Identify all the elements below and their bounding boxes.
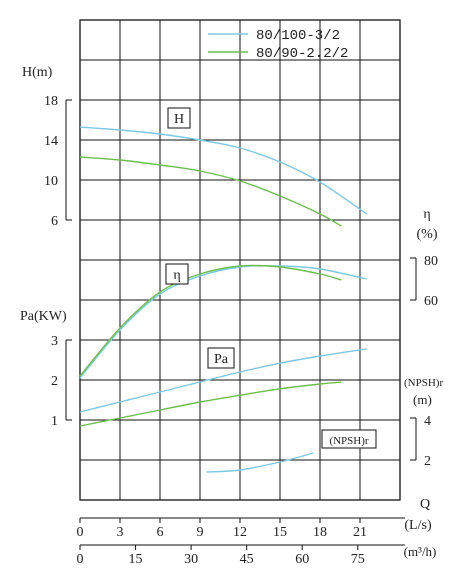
power-tick-label: 1 [51, 414, 58, 429]
series-line-efficiency [79, 264, 342, 377]
efficiency-curve-label-box [165, 263, 189, 285]
efficiency-curve-label: η [173, 268, 180, 283]
efficiency-axis-unit: (%) [417, 227, 438, 242]
efficiency-tick-label: 60 [424, 294, 438, 309]
flow-ls-tick-label: 3 [117, 525, 124, 540]
legend-entry-label: 80/100-3/2 [256, 28, 340, 44]
power-curve-label: Pa [214, 352, 229, 367]
series-line-head [79, 156, 342, 227]
flow-m3h-tick-label: 30 [184, 552, 198, 567]
flow-axis-symbol: Q [420, 497, 430, 512]
chart-labels: Hη Pa (NPSH)r [165, 107, 377, 449]
series-line-power [79, 348, 367, 413]
power-curve-label-box [207, 347, 235, 369]
flow-ls-tick-label: 0 [77, 525, 84, 540]
flow-ls-tick-label: 15 [273, 525, 287, 540]
head-curve-label-box [167, 107, 191, 129]
head-tick-label: 14 [44, 134, 58, 149]
efficiency-tick-label: 80 [424, 254, 438, 269]
npsh-curve-label: (NPSH)r [329, 435, 368, 447]
flow-ls-tick-label: 18 [313, 525, 327, 540]
flow-m3h-tick-label: 0 [77, 552, 84, 567]
chart-curves [79, 126, 368, 473]
npsh-curve-label-box [321, 429, 377, 449]
head-tick-label: 6 [51, 214, 58, 229]
head-axis-title: H(m) [22, 65, 53, 80]
series-line-npsh [206, 452, 314, 473]
series-line-power [79, 381, 342, 427]
legend-entry-label: 80/90-2.2/2 [256, 46, 348, 62]
flow-ls-tick-label: 21 [353, 525, 367, 540]
head-curve-label: H [174, 112, 184, 127]
chart-axes: H(m)1814106Pa(KW)321η(%)8060(NPSH)r(m)42… [20, 65, 443, 567]
power-axis-title: Pa(KW) [20, 309, 67, 324]
flow-ls-tick-label: 6 [157, 525, 164, 540]
npsh-axis-unit: (m) [413, 392, 432, 407]
flow-m3h-tick-label: 60 [295, 552, 309, 567]
flow-m3h-tick-label: 45 [240, 552, 254, 567]
head-tick-label: 10 [44, 174, 58, 189]
npsh-tick-label: 4 [424, 414, 431, 429]
flow-m3h-axis-unit: (m³/h) [404, 544, 437, 559]
head-tick-label: 18 [44, 94, 58, 109]
series-line-head [79, 126, 368, 215]
flow-ls-axis-unit: (L/s) [404, 518, 432, 533]
flow-m3h-tick-label: 15 [129, 552, 143, 567]
npsh-axis-title: (NPSH)r [404, 377, 443, 389]
efficiency-axis-symbol: η [423, 207, 430, 222]
chart-legend: 80/100-3/2 80/90-2.2/2 [208, 28, 348, 62]
npsh-tick-label: 2 [424, 454, 431, 469]
power-tick-label: 2 [51, 374, 58, 389]
power-tick-label: 3 [51, 334, 58, 349]
series-line-efficiency [79, 265, 367, 379]
chart-grid [79, 19, 401, 501]
flow-ls-tick-label: 12 [233, 525, 247, 540]
flow-m3h-tick-label: 75 [351, 552, 365, 567]
flow-ls-tick-label: 9 [197, 525, 204, 540]
